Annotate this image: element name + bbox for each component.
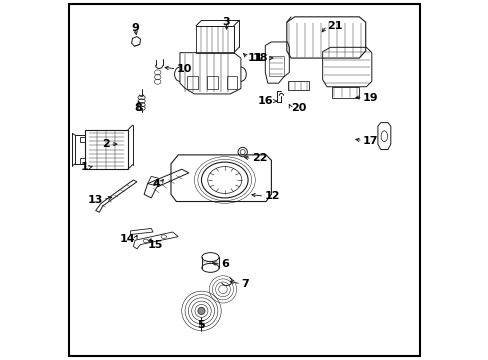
Circle shape [198, 307, 204, 315]
Text: 1: 1 [81, 162, 88, 172]
Text: 11: 11 [247, 53, 263, 63]
Text: 2: 2 [102, 139, 110, 149]
Text: 13: 13 [87, 195, 102, 205]
Text: 6: 6 [221, 259, 228, 269]
Bar [196, 26, 233, 53]
Text: 10: 10 [176, 64, 191, 74]
Text: 8: 8 [135, 103, 142, 113]
Text: 20: 20 [290, 103, 306, 113]
Text: 3: 3 [223, 17, 230, 27]
Text: 17: 17 [362, 136, 378, 145]
Text: 7: 7 [241, 279, 248, 289]
Text: 21: 21 [326, 21, 342, 31]
Text: 14: 14 [119, 234, 135, 244]
Text: 9: 9 [131, 23, 139, 33]
Text: 12: 12 [264, 191, 279, 201]
Text: 18: 18 [252, 53, 267, 63]
Text: 19: 19 [362, 93, 378, 103]
Text: 4: 4 [152, 179, 160, 189]
Text: 22: 22 [251, 153, 266, 163]
Text: 5: 5 [197, 320, 205, 330]
Text: 15: 15 [147, 239, 163, 249]
Text: 16: 16 [257, 96, 273, 106]
